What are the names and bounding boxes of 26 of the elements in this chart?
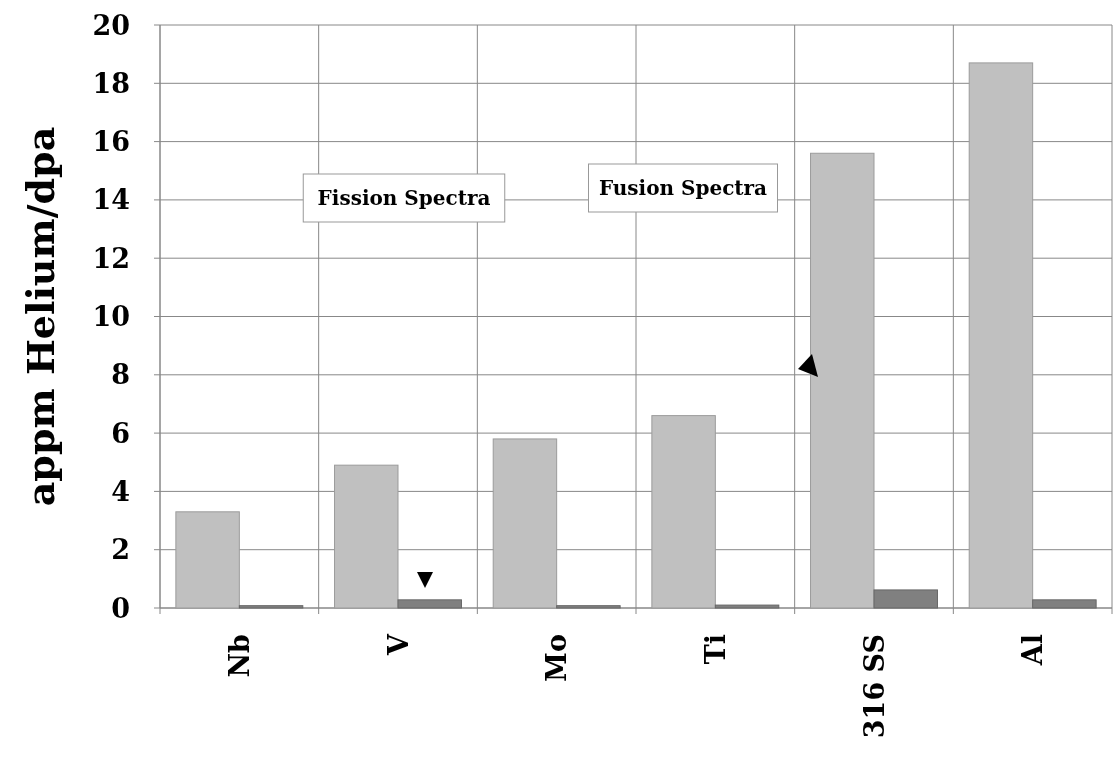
bar	[175, 511, 240, 609]
y-axis-title: appm Helium/dpa	[17, 126, 63, 507]
x-tick-label: V	[382, 632, 414, 656]
bar	[334, 464, 399, 609]
y-tick-label: 12	[92, 242, 130, 274]
y-tick-label: 18	[92, 67, 130, 99]
y-tick-label: 16	[92, 126, 130, 158]
x-tick-label: Ti	[699, 634, 731, 665]
annotation: Fusion Spectra	[598, 176, 768, 200]
y-tick-label: 2	[111, 534, 130, 566]
bar	[810, 152, 875, 609]
y-tick-label: 10	[92, 301, 130, 332]
bar	[968, 62, 1034, 609]
x-tick-label: Nb	[223, 634, 255, 678]
y-tick-label: 8	[111, 359, 130, 391]
x-tick-label: 316 SS	[858, 634, 890, 739]
y-tick-label: 14	[92, 184, 130, 216]
y-tick-label: 4	[111, 475, 130, 507]
y-tick-label: 20	[92, 9, 130, 41]
x-tick-label: Mo	[541, 634, 573, 682]
x-tick-label: Al	[1017, 634, 1049, 667]
y-tick-label: 6	[111, 417, 130, 449]
bar	[492, 438, 558, 609]
annotation: Fission Spectra	[317, 186, 491, 210]
y-tick-label: 0	[111, 592, 130, 624]
bar	[651, 415, 716, 609]
